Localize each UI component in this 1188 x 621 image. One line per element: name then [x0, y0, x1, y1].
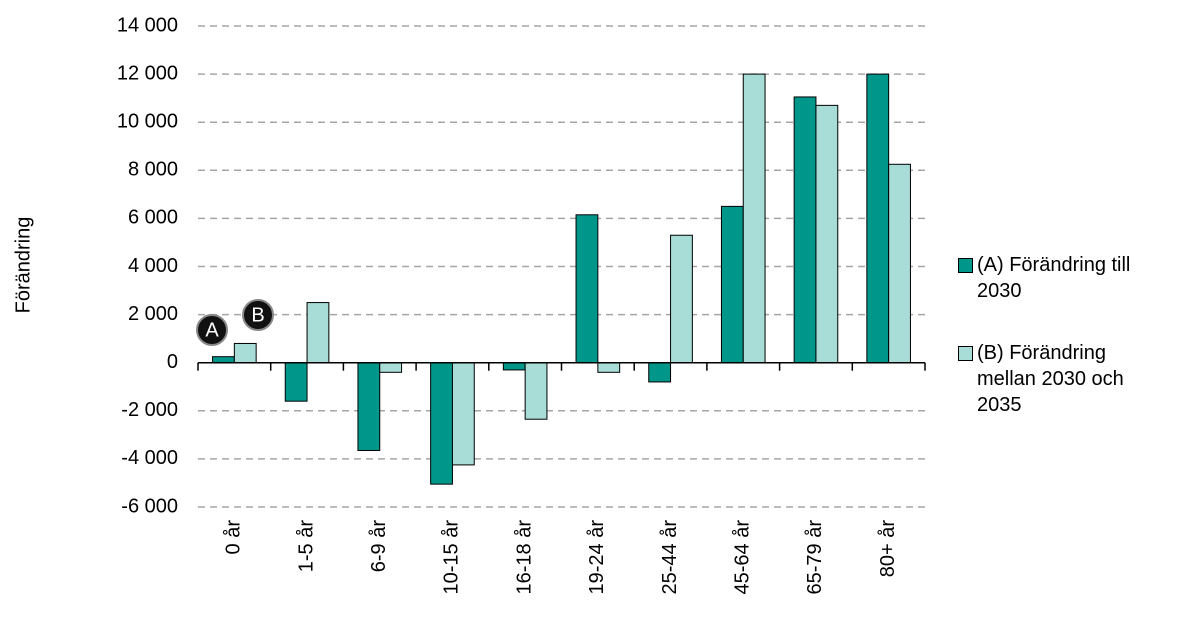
- bar: [888, 163, 911, 364]
- bar: [430, 362, 453, 485]
- bar: [648, 362, 672, 383]
- legend-label: (B) Förändring mellan 2030 och 2035: [977, 342, 1124, 416]
- bar: [575, 214, 599, 364]
- bar: [233, 342, 257, 364]
- annotation-badge: [242, 299, 274, 331]
- bar: [502, 362, 526, 371]
- annotation-badge: [196, 314, 228, 346]
- legend-swatch: [958, 258, 973, 273]
- x-tick-label: 1-5 år: [295, 520, 317, 573]
- y-tick-label: 4 000: [128, 255, 178, 277]
- annotation: A: [205, 319, 219, 341]
- bar: [212, 356, 235, 364]
- legend-swatch: [958, 346, 973, 361]
- y-tick-label: -4 000: [121, 447, 178, 469]
- y-tick-label: 8 000: [128, 159, 178, 181]
- x-tick-label: 0 år: [223, 520, 245, 555]
- x-tick-label: 10-15 år: [441, 520, 463, 595]
- bar: [524, 362, 548, 420]
- y-tick-label: 14 000: [117, 14, 178, 36]
- bar: [306, 302, 330, 364]
- x-tick-label: 80+ år: [877, 520, 899, 578]
- legend-item: (B) Förändring mellan 2030 och 2035: [958, 340, 1158, 418]
- y-tick-label: 6 000: [128, 207, 178, 229]
- y-tick-label: 0: [167, 351, 178, 373]
- x-tick-label: 6-9 år: [368, 520, 390, 573]
- bar: [866, 73, 890, 364]
- bar: [720, 205, 744, 364]
- bar: [742, 73, 766, 364]
- x-tick-label: 65-79 år: [804, 520, 826, 595]
- legend-label: (A) Förändring till 2030: [977, 254, 1131, 302]
- bar: [670, 234, 693, 364]
- bar: [815, 104, 839, 364]
- y-tick-label: 2 000: [128, 303, 178, 325]
- x-tick-label: 25-44 år: [659, 520, 681, 595]
- bar: [284, 362, 308, 402]
- x-tick-label: 16-18 år: [513, 520, 535, 595]
- bar: [793, 96, 817, 364]
- bar: [357, 362, 381, 451]
- legend-item: (A) Förändring till 2030: [958, 252, 1158, 304]
- annotation: B: [251, 304, 264, 326]
- y-tick-label: 10 000: [117, 110, 178, 132]
- bar: [451, 362, 475, 466]
- bar: [597, 362, 621, 373]
- x-tick-label: 19-24 år: [586, 520, 608, 595]
- y-tick-label: 12 000: [117, 62, 178, 84]
- y-tick-label: -6 000: [121, 495, 178, 517]
- y-tick-label: -2 000: [121, 399, 178, 421]
- bar: [379, 362, 403, 373]
- x-tick-label: 45-64 år: [732, 520, 754, 595]
- y-axis-label: Förändring: [12, 217, 34, 314]
